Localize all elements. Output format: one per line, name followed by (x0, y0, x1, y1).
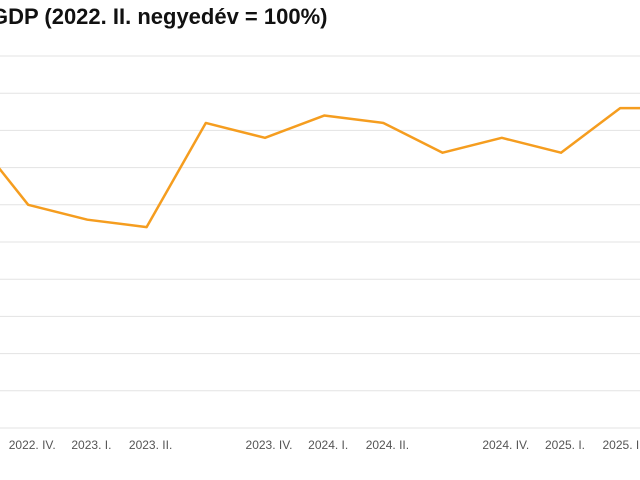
x-tick-label: 2024. IV. (482, 438, 529, 452)
data-line (0, 106, 640, 229)
x-tick-label: 2023. IV. (246, 438, 293, 452)
x-tick-label: 2024. II. (366, 438, 409, 452)
x-tick-label: 2023. I. (71, 438, 111, 452)
x-tick-label: 2024. I. (308, 438, 348, 452)
x-tick-label: 2023. II. (129, 438, 172, 452)
x-tick-label: 2025. I. (545, 438, 585, 452)
x-tick-label: 2022. IV. (9, 438, 56, 452)
x-tick-label: 2025. II. (603, 438, 640, 452)
chart-title: GDP (2022. II. negyedév = 100%) (0, 4, 328, 29)
